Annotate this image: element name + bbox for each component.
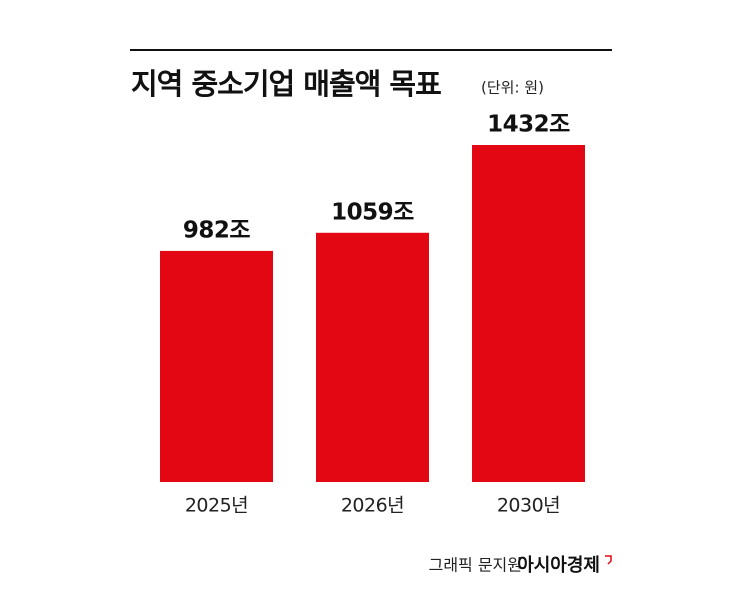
value-label: 1432조 <box>487 112 570 138</box>
x-tick-label: 2030년 <box>497 495 560 517</box>
bar <box>160 250 273 482</box>
chart-title: 지역 중소기업 매출액 목표 <box>131 67 441 101</box>
publisher: 아시아경제 <box>517 555 600 576</box>
x-tick-label: 2025년 <box>185 495 248 517</box>
value-label: 1059조 <box>331 199 414 225</box>
x-tick-label: 2026년 <box>341 495 404 517</box>
bar <box>316 232 429 482</box>
bar <box>472 145 585 482</box>
brand-mark <box>605 555 612 565</box>
unit-note: (단위: 원) <box>481 79 544 97</box>
source: 그래픽 문지원 <box>429 556 522 575</box>
value-label: 982조 <box>183 217 251 243</box>
